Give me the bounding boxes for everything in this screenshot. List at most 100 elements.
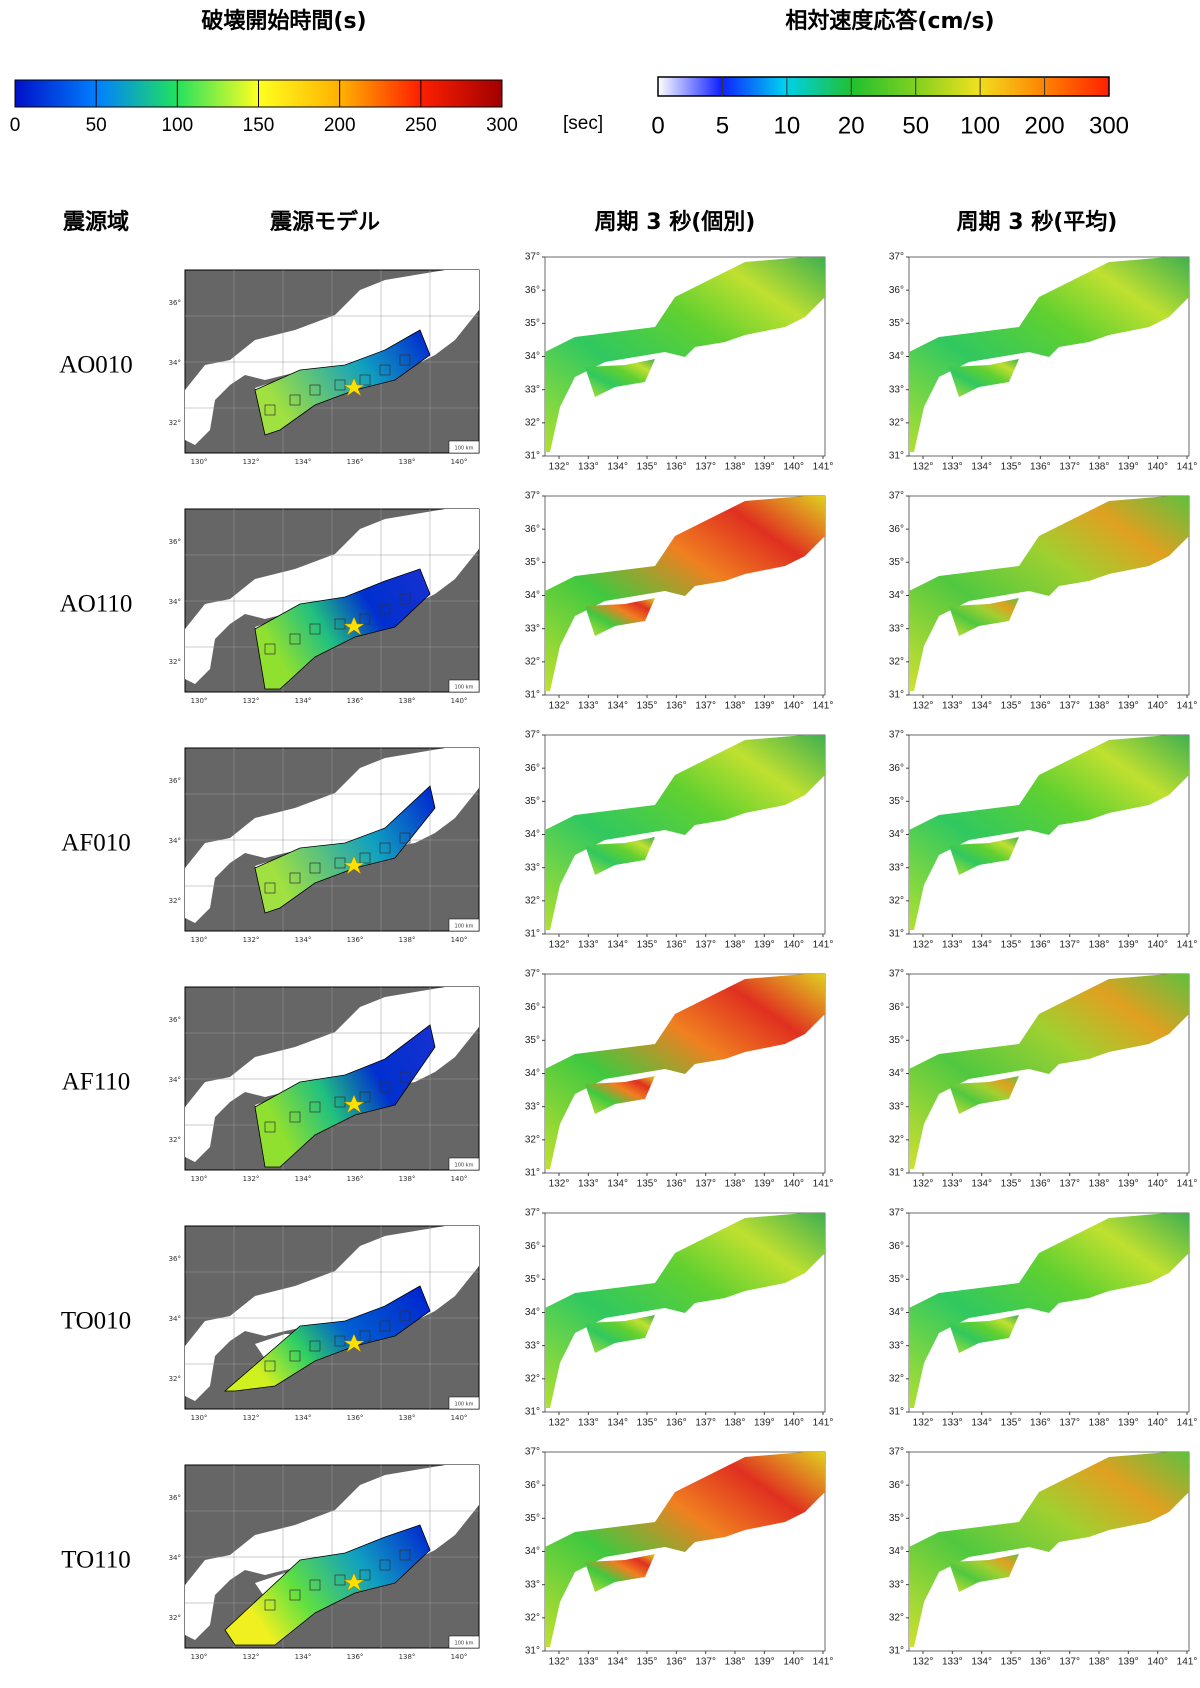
lat-label: 34° bbox=[169, 837, 181, 845]
lon-label: 133° bbox=[942, 462, 963, 473]
lon-label: 138° bbox=[1089, 701, 1110, 712]
lon-label: 133° bbox=[578, 1179, 599, 1190]
lat-label: 36° bbox=[525, 1480, 540, 1491]
asperity bbox=[379, 1559, 391, 1571]
lon-label: 140° bbox=[1147, 940, 1168, 951]
lon-label: 136° bbox=[666, 1657, 687, 1668]
lon-label: 138° bbox=[399, 1414, 416, 1422]
lon-label: 136° bbox=[1030, 940, 1051, 951]
lon-label: 138° bbox=[725, 1657, 746, 1668]
lon-label: 134° bbox=[971, 1418, 992, 1429]
lat-label: 35° bbox=[889, 557, 904, 568]
lat-label: 33° bbox=[889, 1340, 904, 1351]
lat-label: 35° bbox=[525, 557, 540, 568]
lat-label: 35° bbox=[525, 796, 540, 807]
lon-label: 132° bbox=[549, 1179, 570, 1190]
colorbar-tick-label: 100 bbox=[161, 115, 193, 136]
lon-label: 134° bbox=[295, 936, 312, 944]
asperity bbox=[379, 1320, 391, 1332]
response-map: 37° 36° 35° 34° 33° 32° 31° 132° 133° 134° 135° 136… bbox=[525, 1447, 833, 1668]
lon-label: 130° bbox=[191, 1175, 208, 1183]
lon-label: 135° bbox=[637, 701, 658, 712]
lon-label: 132° bbox=[243, 1414, 260, 1422]
asperity bbox=[289, 1350, 301, 1362]
lon-label: 138° bbox=[399, 1175, 416, 1183]
lat-label: 35° bbox=[525, 1035, 540, 1046]
source-model-map: 100 km 36° 34° 32° 130° 132° 134° 136° 138° 140° bbox=[169, 747, 480, 944]
lat-label: 34° bbox=[525, 351, 540, 362]
response-map: 37° 36° 35° 34° 33° 32° 31° 132° 133° 134° 135° 136… bbox=[889, 252, 1197, 473]
lon-label: 135° bbox=[1001, 462, 1022, 473]
lon-label: 132° bbox=[549, 940, 570, 951]
asperity bbox=[359, 1569, 371, 1581]
lat-label: 37° bbox=[889, 730, 904, 741]
lon-label: 135° bbox=[1001, 1418, 1022, 1429]
lon-label: 139° bbox=[754, 1179, 775, 1190]
lat-label: 34° bbox=[169, 1554, 181, 1562]
lon-label: 140° bbox=[451, 936, 468, 944]
lon-label: 137° bbox=[1059, 462, 1080, 473]
lon-label: 139° bbox=[1118, 701, 1139, 712]
epicenter-star bbox=[343, 1572, 365, 1592]
lat-label: 32° bbox=[525, 1612, 540, 1623]
lat-label: 31° bbox=[889, 1646, 904, 1657]
epicenter-star bbox=[343, 377, 365, 397]
asperity bbox=[309, 1101, 321, 1113]
lon-label: 140° bbox=[783, 701, 804, 712]
colorbar-tick-label: 20 bbox=[838, 112, 865, 139]
lat-label: 36° bbox=[169, 1016, 181, 1024]
lon-label: 137° bbox=[1059, 1179, 1080, 1190]
lat-label: 33° bbox=[889, 623, 904, 634]
asperity bbox=[359, 374, 371, 386]
asperity bbox=[359, 613, 371, 625]
lon-label: 141° bbox=[813, 1418, 834, 1429]
asperity bbox=[264, 404, 276, 416]
lon-label: 135° bbox=[1001, 940, 1022, 951]
lat-label: 36° bbox=[889, 1002, 904, 1013]
lon-label: 134° bbox=[295, 1175, 312, 1183]
lon-label: 138° bbox=[399, 936, 416, 944]
row-label: TO010 bbox=[61, 1308, 131, 1335]
lon-label: 137° bbox=[695, 940, 716, 951]
lon-label: 133° bbox=[942, 1179, 963, 1190]
lon-label: 139° bbox=[1118, 462, 1139, 473]
lat-label: 32° bbox=[169, 658, 181, 666]
colorbar-tick-label: 200 bbox=[1025, 112, 1065, 139]
lat-label: 34° bbox=[169, 1076, 181, 1084]
source-model-map: 100 km 36° 34° 32° 130° 132° 134° 136° 138° 140° bbox=[169, 1464, 480, 1661]
lat-label: 36° bbox=[525, 524, 540, 535]
fault-plane bbox=[254, 1024, 436, 1168]
lat-label: 31° bbox=[525, 929, 540, 940]
scale-box bbox=[448, 918, 480, 932]
lon-label: 136° bbox=[666, 1418, 687, 1429]
lat-label: 31° bbox=[889, 1168, 904, 1179]
lon-label: 134° bbox=[295, 458, 312, 466]
lon-label: 136° bbox=[666, 462, 687, 473]
lon-label: 132° bbox=[913, 1418, 934, 1429]
lat-label: 33° bbox=[889, 1579, 904, 1590]
lat-label: 36° bbox=[889, 1241, 904, 1252]
lon-label: 134° bbox=[607, 701, 628, 712]
lon-label: 133° bbox=[942, 1657, 963, 1668]
lon-label: 130° bbox=[191, 1653, 208, 1661]
lon-label: 137° bbox=[695, 1657, 716, 1668]
lat-label: 35° bbox=[889, 1513, 904, 1524]
legend-title: 破壊開始時間(s) bbox=[201, 8, 366, 34]
lat-label: 34° bbox=[525, 829, 540, 840]
lon-label: 140° bbox=[783, 1657, 804, 1668]
scale-box bbox=[448, 1396, 480, 1410]
lon-label: 136° bbox=[666, 940, 687, 951]
lat-label: 33° bbox=[525, 1579, 540, 1590]
lat-label: 33° bbox=[889, 1101, 904, 1112]
lon-label: 139° bbox=[754, 701, 775, 712]
lat-label: 34° bbox=[169, 598, 181, 606]
lon-label: 140° bbox=[451, 458, 468, 466]
asperity bbox=[289, 633, 301, 645]
lon-label: 134° bbox=[971, 1657, 992, 1668]
lat-label: 33° bbox=[525, 384, 540, 395]
lon-label: 138° bbox=[399, 1653, 416, 1661]
lat-label: 32° bbox=[169, 1136, 181, 1144]
epicenter-star bbox=[343, 855, 365, 875]
scale-label: 100 km bbox=[455, 1163, 474, 1169]
lon-label: 140° bbox=[783, 462, 804, 473]
